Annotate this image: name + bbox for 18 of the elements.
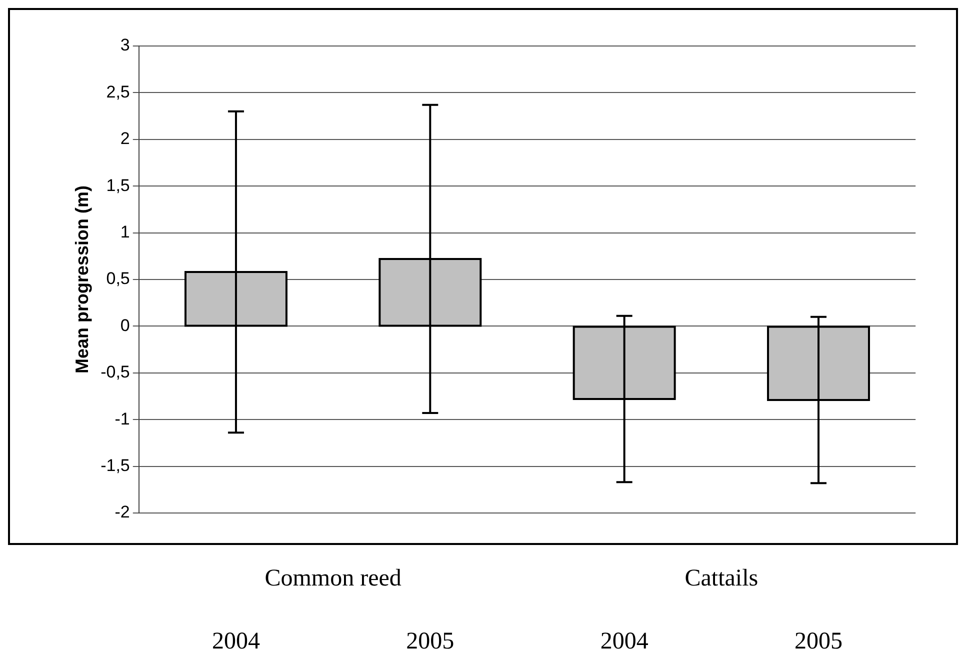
x-tick-label: 2004: [212, 628, 260, 655]
y-tick-label: -1: [114, 409, 130, 428]
y-tick-label: -2: [114, 502, 130, 522]
y-tick-label: 1,5: [106, 176, 130, 195]
y-axis-title: Mean progression (m): [72, 185, 92, 374]
y-tick-label: 3: [120, 36, 130, 55]
y-tick-label: -1,5: [100, 456, 130, 475]
y-tick-label: 0,5: [106, 269, 130, 288]
y-tick-label: -0,5: [100, 362, 130, 382]
x-tick-label: 2005: [406, 628, 454, 655]
x-tick-label: 2005: [794, 628, 842, 655]
y-tick-label: 1: [120, 222, 130, 242]
text: Common reed: [264, 565, 402, 592]
text: Cattails: [684, 565, 758, 592]
y-tick-label: 0: [120, 316, 130, 335]
y-tick-label: 2: [120, 129, 130, 148]
x-tick-label: 2004: [600, 628, 648, 655]
y-tick-label: 2,5: [106, 82, 130, 102]
